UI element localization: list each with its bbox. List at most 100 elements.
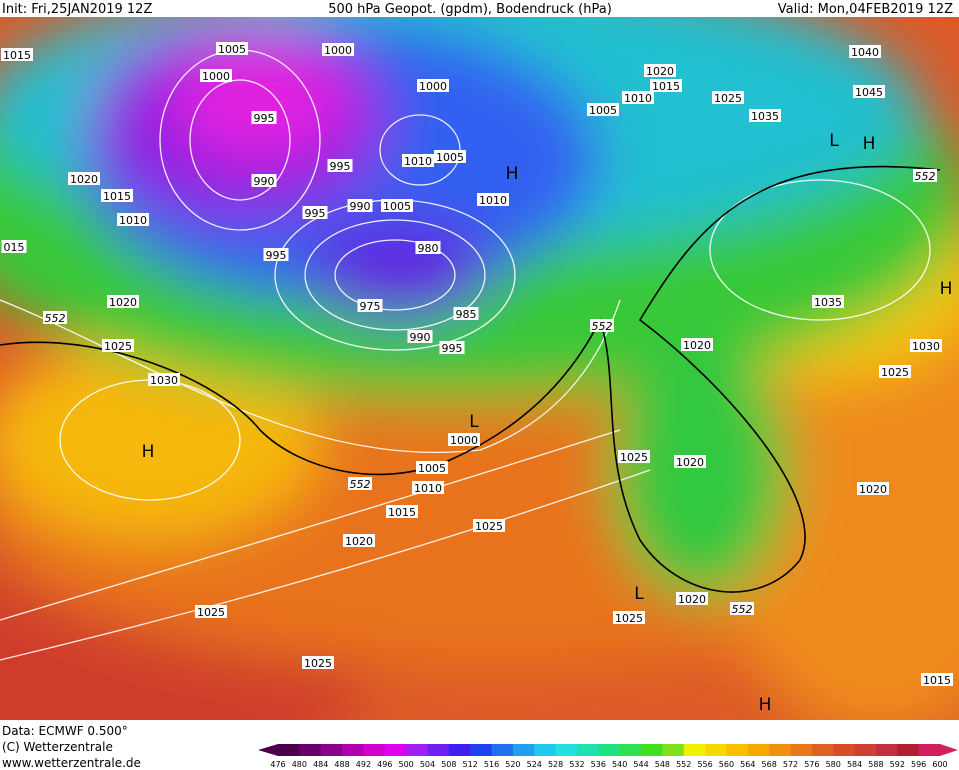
colorbar-swatch [598,744,621,756]
isobar-label: 980 [418,242,439,255]
isobar-label-box [117,213,149,226]
colorbar-label: 504 [420,760,435,769]
colorbar-label: 548 [655,760,670,769]
colorbar-swatch [427,744,450,756]
isobar-label: 995 [330,160,351,173]
isobar-label-box [416,461,448,474]
pressure-center: H [863,134,876,154]
isobar-label-box [448,433,480,446]
isobar-label-box [439,341,465,354]
isobar-label-box [386,505,418,518]
isobar-label: 1025 [104,340,132,353]
colorbar-swatch [448,744,471,756]
isobar-label-box [263,248,289,261]
colorbar-swatch [683,744,706,756]
isobar-label-box [357,299,383,312]
isobar-label: 995 [254,112,275,125]
colorbar-swatch [470,744,493,756]
isobar-label: 1005 [218,43,246,56]
colorbar-label: 560 [719,760,734,769]
colorbar-label: 556 [697,760,712,769]
isobar-label-box [1,240,27,253]
colorbar-label: 500 [398,760,413,769]
isobar-label-box [347,199,373,212]
colorbar-swatch [918,744,941,756]
colorbar-swatch [662,744,685,756]
isobar-label: 1035 [814,296,842,309]
colorbar-label: 480 [292,760,307,769]
copyright: (C) Wetterzentrale [2,740,113,754]
colorbar-label: 512 [463,760,478,769]
colorbar-label: 532 [569,760,584,769]
isobar-label-box [102,339,134,352]
colorbar-swatch [512,744,535,756]
isobar-label-box [251,111,277,124]
isobar-label: 995 [305,207,326,220]
colorbar-swatch [555,744,578,756]
isobar-label-box [302,206,328,219]
isobar-label: 995 [266,249,287,262]
colorbar-label: 484 [313,760,328,769]
isobar-label: 015 [4,241,25,254]
isobar-label-box [412,481,444,494]
isobar-label-box [587,103,619,116]
isobar-label-box [417,79,449,92]
isobar-label-box [415,241,441,254]
colorbar-label: 544 [633,760,648,769]
colorbar-swatch [299,744,322,756]
colorbar-label: 592 [890,760,905,769]
isobar-label: 1015 [3,49,31,62]
isobar-label: 1010 [404,155,432,168]
isobar-label: 1030 [912,340,940,353]
isobar-label-box [849,45,881,58]
isobar-label-box [622,91,654,104]
isobar-label: 1030 [150,374,178,387]
isobar-label: 1025 [714,92,742,105]
isobar-label: 995 [442,342,463,355]
isobar-label-box [879,365,911,378]
colorbar-swatch [769,744,792,756]
pressure-center: H [940,279,953,299]
isobar-label-box [613,611,645,624]
isobar-label: 1025 [620,451,648,464]
colorbar-label: 540 [612,760,627,769]
colorbar-arrow-left [258,744,278,756]
colorbar-label: 552 [676,760,691,769]
isobar-label: 1020 [345,535,373,548]
isobar-label: 1020 [109,296,137,309]
contour-label-box [348,477,372,490]
contour-label: 552 [732,603,753,616]
isobar-label-box [148,373,180,386]
isobar-label-box [1,48,33,61]
colorbar-swatch [363,744,386,756]
isobar-label-box [857,482,889,495]
colorbar-label: 568 [762,760,777,769]
contour-label: 552 [592,320,613,333]
isobar-label: 1010 [414,482,442,495]
isobar-label: 990 [254,175,275,188]
isobar-label-box [216,42,248,55]
pressure-center: H [142,442,155,462]
isobar-label: 1005 [436,151,464,164]
isobar-label-box [712,91,744,104]
colorbar-swatch [811,744,834,756]
isobar-label: 1025 [615,612,643,625]
isobar-label-box [644,64,676,77]
isobar-label-box [343,534,375,547]
isobar-label-box [68,172,100,185]
isobar-label-box [473,519,505,532]
colorbar-label: 516 [484,760,499,769]
colorbar-arrow-right [940,744,958,756]
isobar-label: 1020 [678,593,706,606]
pressure-center: H [759,695,772,715]
isobar-label-box [477,193,509,206]
isobar-label-box [674,455,706,468]
isobar-label-box [650,79,682,92]
isobar-label: 1035 [751,110,779,123]
isobar-label-box [381,199,413,212]
colorbar-label: 576 [804,760,819,769]
colorbar-swatch [833,744,856,756]
